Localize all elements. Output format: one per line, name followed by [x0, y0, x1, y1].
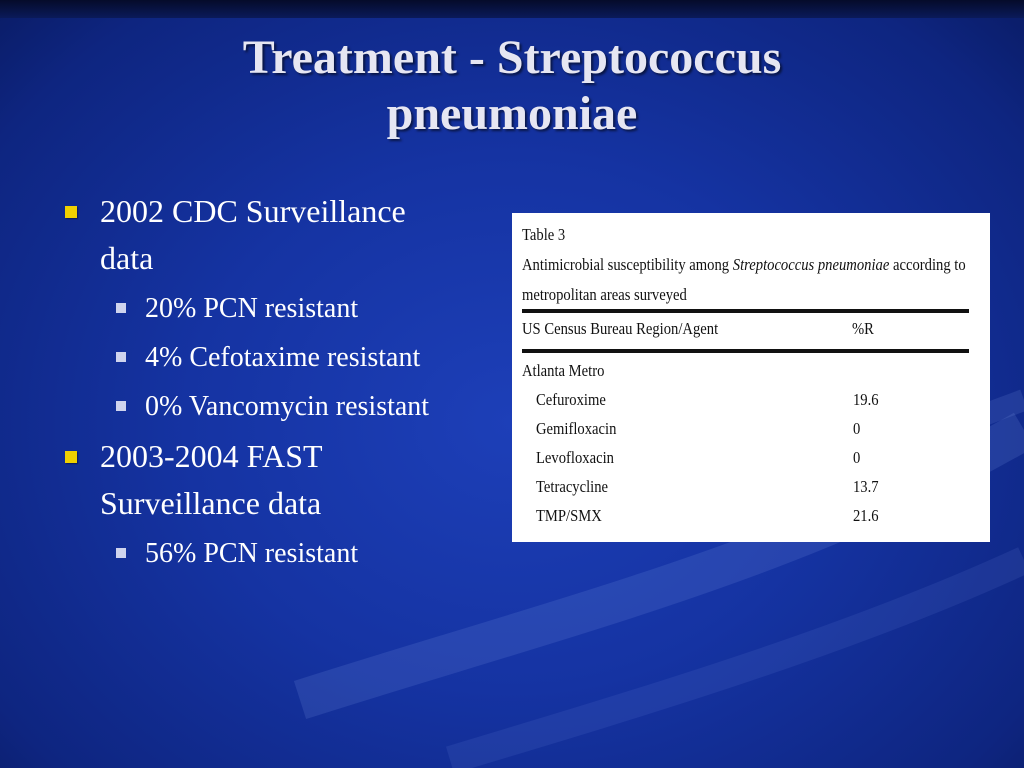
square-bullet-icon: [116, 401, 126, 411]
resistance-value: 19.6: [853, 390, 879, 409]
column-header-resistance: %R: [852, 319, 874, 338]
table-row: TMP/SMX 21.6: [536, 506, 976, 535]
sub-bullet-vancomycin: 0% Vancomycin resistant: [60, 382, 500, 431]
agent-name: Gemifloxacin: [536, 419, 617, 438]
table-caption-line-3: metropolitan areas surveyed: [522, 285, 687, 304]
bullet-fast: 2003-2004 FAST Surveillance data: [60, 433, 500, 527]
bullet-fast-text-a: 2003-2004 FAST: [100, 438, 323, 474]
square-bullet-icon: [65, 206, 77, 218]
table-row: Cefuroxime 19.6: [536, 390, 976, 419]
sub-bullet-text: 0% Vancomycin resistant: [145, 391, 430, 422]
bullet-cdc-text-b: data: [100, 240, 154, 276]
caption-species: Streptococcus pneumoniae: [732, 255, 890, 274]
susceptibility-table-image: Table 3 Antimicrobial susceptibility amo…: [512, 213, 990, 542]
sub-bullet-text: 4% Cefotaxime resistant: [145, 342, 421, 373]
square-bullet-icon: [116, 352, 126, 362]
square-bullet-icon: [65, 451, 77, 463]
slide-title: Treatment - Streptococcus pneumoniae: [100, 30, 924, 142]
square-bullet-icon: [116, 548, 126, 558]
slide-title-line-2: pneumoniae: [386, 87, 638, 140]
bullet-cdc-text-a: 2002 CDC Surveillance: [100, 193, 406, 229]
caption-pre: Antimicrobial susceptibility among: [522, 255, 733, 274]
bullet-cdc: 2002 CDC Surveillance data: [60, 188, 500, 282]
column-header-agent: US Census Bureau Region/Agent: [522, 319, 719, 338]
sub-bullet-pcn-2002: 20% PCN resistant: [60, 284, 500, 333]
sub-bullet-pcn-2004: 56% PCN resistant: [60, 529, 500, 578]
sub-bullet-text: 20% PCN resistant: [145, 293, 359, 324]
agent-name: TMP/SMX: [536, 506, 602, 525]
region-group-label: Atlanta Metro: [522, 361, 605, 380]
table-caption: Table 3 Antimicrobial susceptibility amo…: [522, 220, 966, 310]
table-number: Table 3: [522, 225, 566, 244]
bullet-fast-text-b: Surveillance data: [100, 485, 322, 521]
top-band: [0, 0, 1024, 18]
slide-title-line-1: Treatment - Streptococcus: [242, 31, 782, 84]
table-row: Tetracycline 13.7: [536, 477, 976, 506]
agent-name: Levofloxacin: [536, 448, 614, 467]
table-caption-line-2: Antimicrobial susceptibility among Strep…: [522, 250, 966, 280]
resistance-value: 0: [853, 448, 861, 467]
table-top-rule: [522, 309, 969, 313]
sub-bullet-cefotaxime: 4% Cefotaxime resistant: [60, 333, 500, 382]
table-header-rule: [522, 349, 969, 353]
agent-name: Tetracycline: [536, 477, 609, 496]
resistance-value: 13.7: [853, 477, 879, 496]
table-row: Levofloxacin 0: [536, 448, 976, 477]
bullet-list: 2002 CDC Surveillance data 20% PCN resis…: [60, 188, 500, 578]
sub-bullet-text: 56% PCN resistant: [145, 538, 359, 569]
table-row: Gemifloxacin 0: [536, 419, 976, 448]
square-bullet-icon: [116, 303, 126, 313]
agent-name: Cefuroxime: [536, 390, 606, 409]
resistance-value: 21.6: [853, 506, 879, 525]
caption-post: according to: [889, 255, 966, 274]
resistance-value: 0: [853, 419, 861, 438]
